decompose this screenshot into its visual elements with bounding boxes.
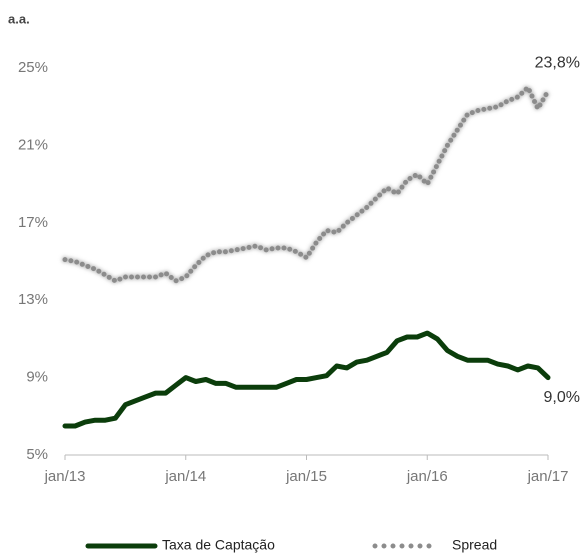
x-tick-label: jan/17 xyxy=(527,468,569,485)
y-tick-label: 21% xyxy=(18,136,48,153)
data-label: 23,8% xyxy=(535,54,580,71)
series-line xyxy=(62,330,551,429)
legend-label: Taxa de Captação xyxy=(162,537,275,553)
y-tick-label: 9% xyxy=(26,369,48,386)
x-tick-label: jan/13 xyxy=(44,468,86,485)
y-tick-label: 5% xyxy=(26,446,48,463)
x-tick-label: jan/16 xyxy=(406,468,448,485)
series-line xyxy=(62,84,551,284)
y-axis-label: a.a. xyxy=(8,11,30,26)
y-tick-label: 17% xyxy=(18,214,48,231)
legend-label: Spread xyxy=(452,537,497,553)
x-tick-label: jan/14 xyxy=(164,468,206,485)
x-tick-label: jan/15 xyxy=(285,468,327,485)
data-label: 9,0% xyxy=(544,389,580,406)
y-tick-label: 13% xyxy=(18,291,48,308)
y-tick-label: 25% xyxy=(18,59,48,76)
